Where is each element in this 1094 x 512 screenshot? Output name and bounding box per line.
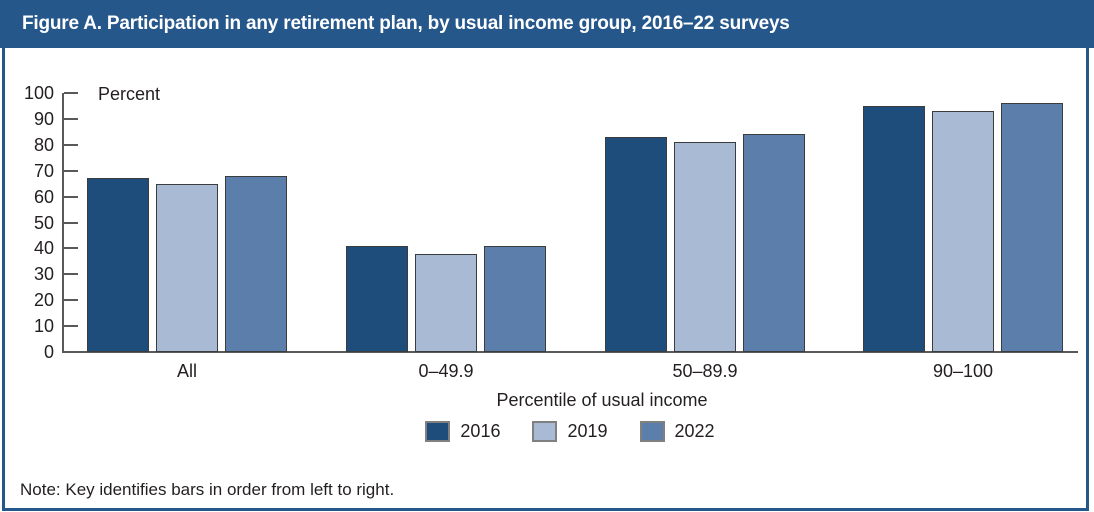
bar-2019-0–49.9 [415,253,477,352]
legend-label-2019: 2019 [567,421,608,441]
bar-2019-90–100 [932,111,994,352]
frame-border-left [2,48,5,511]
y-axis-line [62,93,64,352]
bar-2019-50–89.9 [674,142,736,352]
figure-title: Figure A. Participation in any retiremen… [22,13,790,34]
bar-2019-All [156,183,218,352]
bar-2016-All [87,178,149,352]
frame-border-bottom [2,508,1089,511]
x-category-label-4: 90–100 [932,361,994,381]
bar-2022-All [225,175,287,352]
y-tick-label-50: 50 [33,212,54,233]
legend: 2016 2019 2022 [62,421,1078,442]
y-tick-label-80: 80 [33,134,54,155]
legend-item-2022: 2022 [639,421,715,442]
y-tick-label-20: 20 [33,290,54,311]
y-tick-label-10: 10 [33,316,54,337]
figure-note: Note: Key identifies bars in order from … [20,480,395,499]
x-axis-title: Percentile of usual income [496,390,708,410]
y-tick-label-70: 70 [33,160,54,181]
y-tick-80 [64,143,78,146]
figure-title-bar: Figure A. Participation in any retiremen… [0,0,1094,48]
y-tick-label-100: 100 [23,83,54,103]
x-category-label-3: 50–89.9 [672,361,738,381]
bar-2022-0–49.9 [484,245,546,352]
y-tick-50 [64,221,78,224]
legend-label-2016: 2016 [460,421,501,441]
x-category-label-2: 0–49.9 [418,361,474,381]
bar-2016-50–89.9 [605,137,667,352]
y-tick-60 [64,195,78,198]
legend-item-2019: 2019 [532,421,608,442]
plot-area [62,92,1078,353]
y-tick-label-90: 90 [33,108,54,129]
y-tick-30 [64,273,78,276]
legend-swatch-2019 [532,421,558,442]
y-tick-label-0: 0 [43,342,54,362]
y-tick-20 [64,299,78,302]
legend-label-2022: 2022 [674,421,715,441]
y-tick-70 [64,169,78,172]
y-tick-label-60: 60 [33,186,54,207]
x-category-label-1: All [176,361,197,381]
y-tick-40 [64,247,78,250]
bar-2022-50–89.9 [743,134,805,352]
legend-swatch-2016 [425,421,451,442]
legend-item-2016: 2016 [425,421,500,442]
bar-2022-90–100 [1001,103,1063,352]
x-axis-baseline [62,351,1078,353]
bar-2016-90–100 [863,105,925,352]
y-tick-90 [64,117,78,120]
y-tick-0 [64,351,78,353]
y-tick-10 [64,325,78,328]
legend-swatch-2022 [639,421,665,442]
y-axis-unit-label: Percent [98,84,161,104]
y-tick-100 [64,92,78,94]
y-tick-label-40: 40 [33,238,54,259]
y-tick-label-30: 30 [33,264,54,285]
bar-2016-0–49.9 [346,245,408,352]
frame-border-right [1086,48,1089,511]
